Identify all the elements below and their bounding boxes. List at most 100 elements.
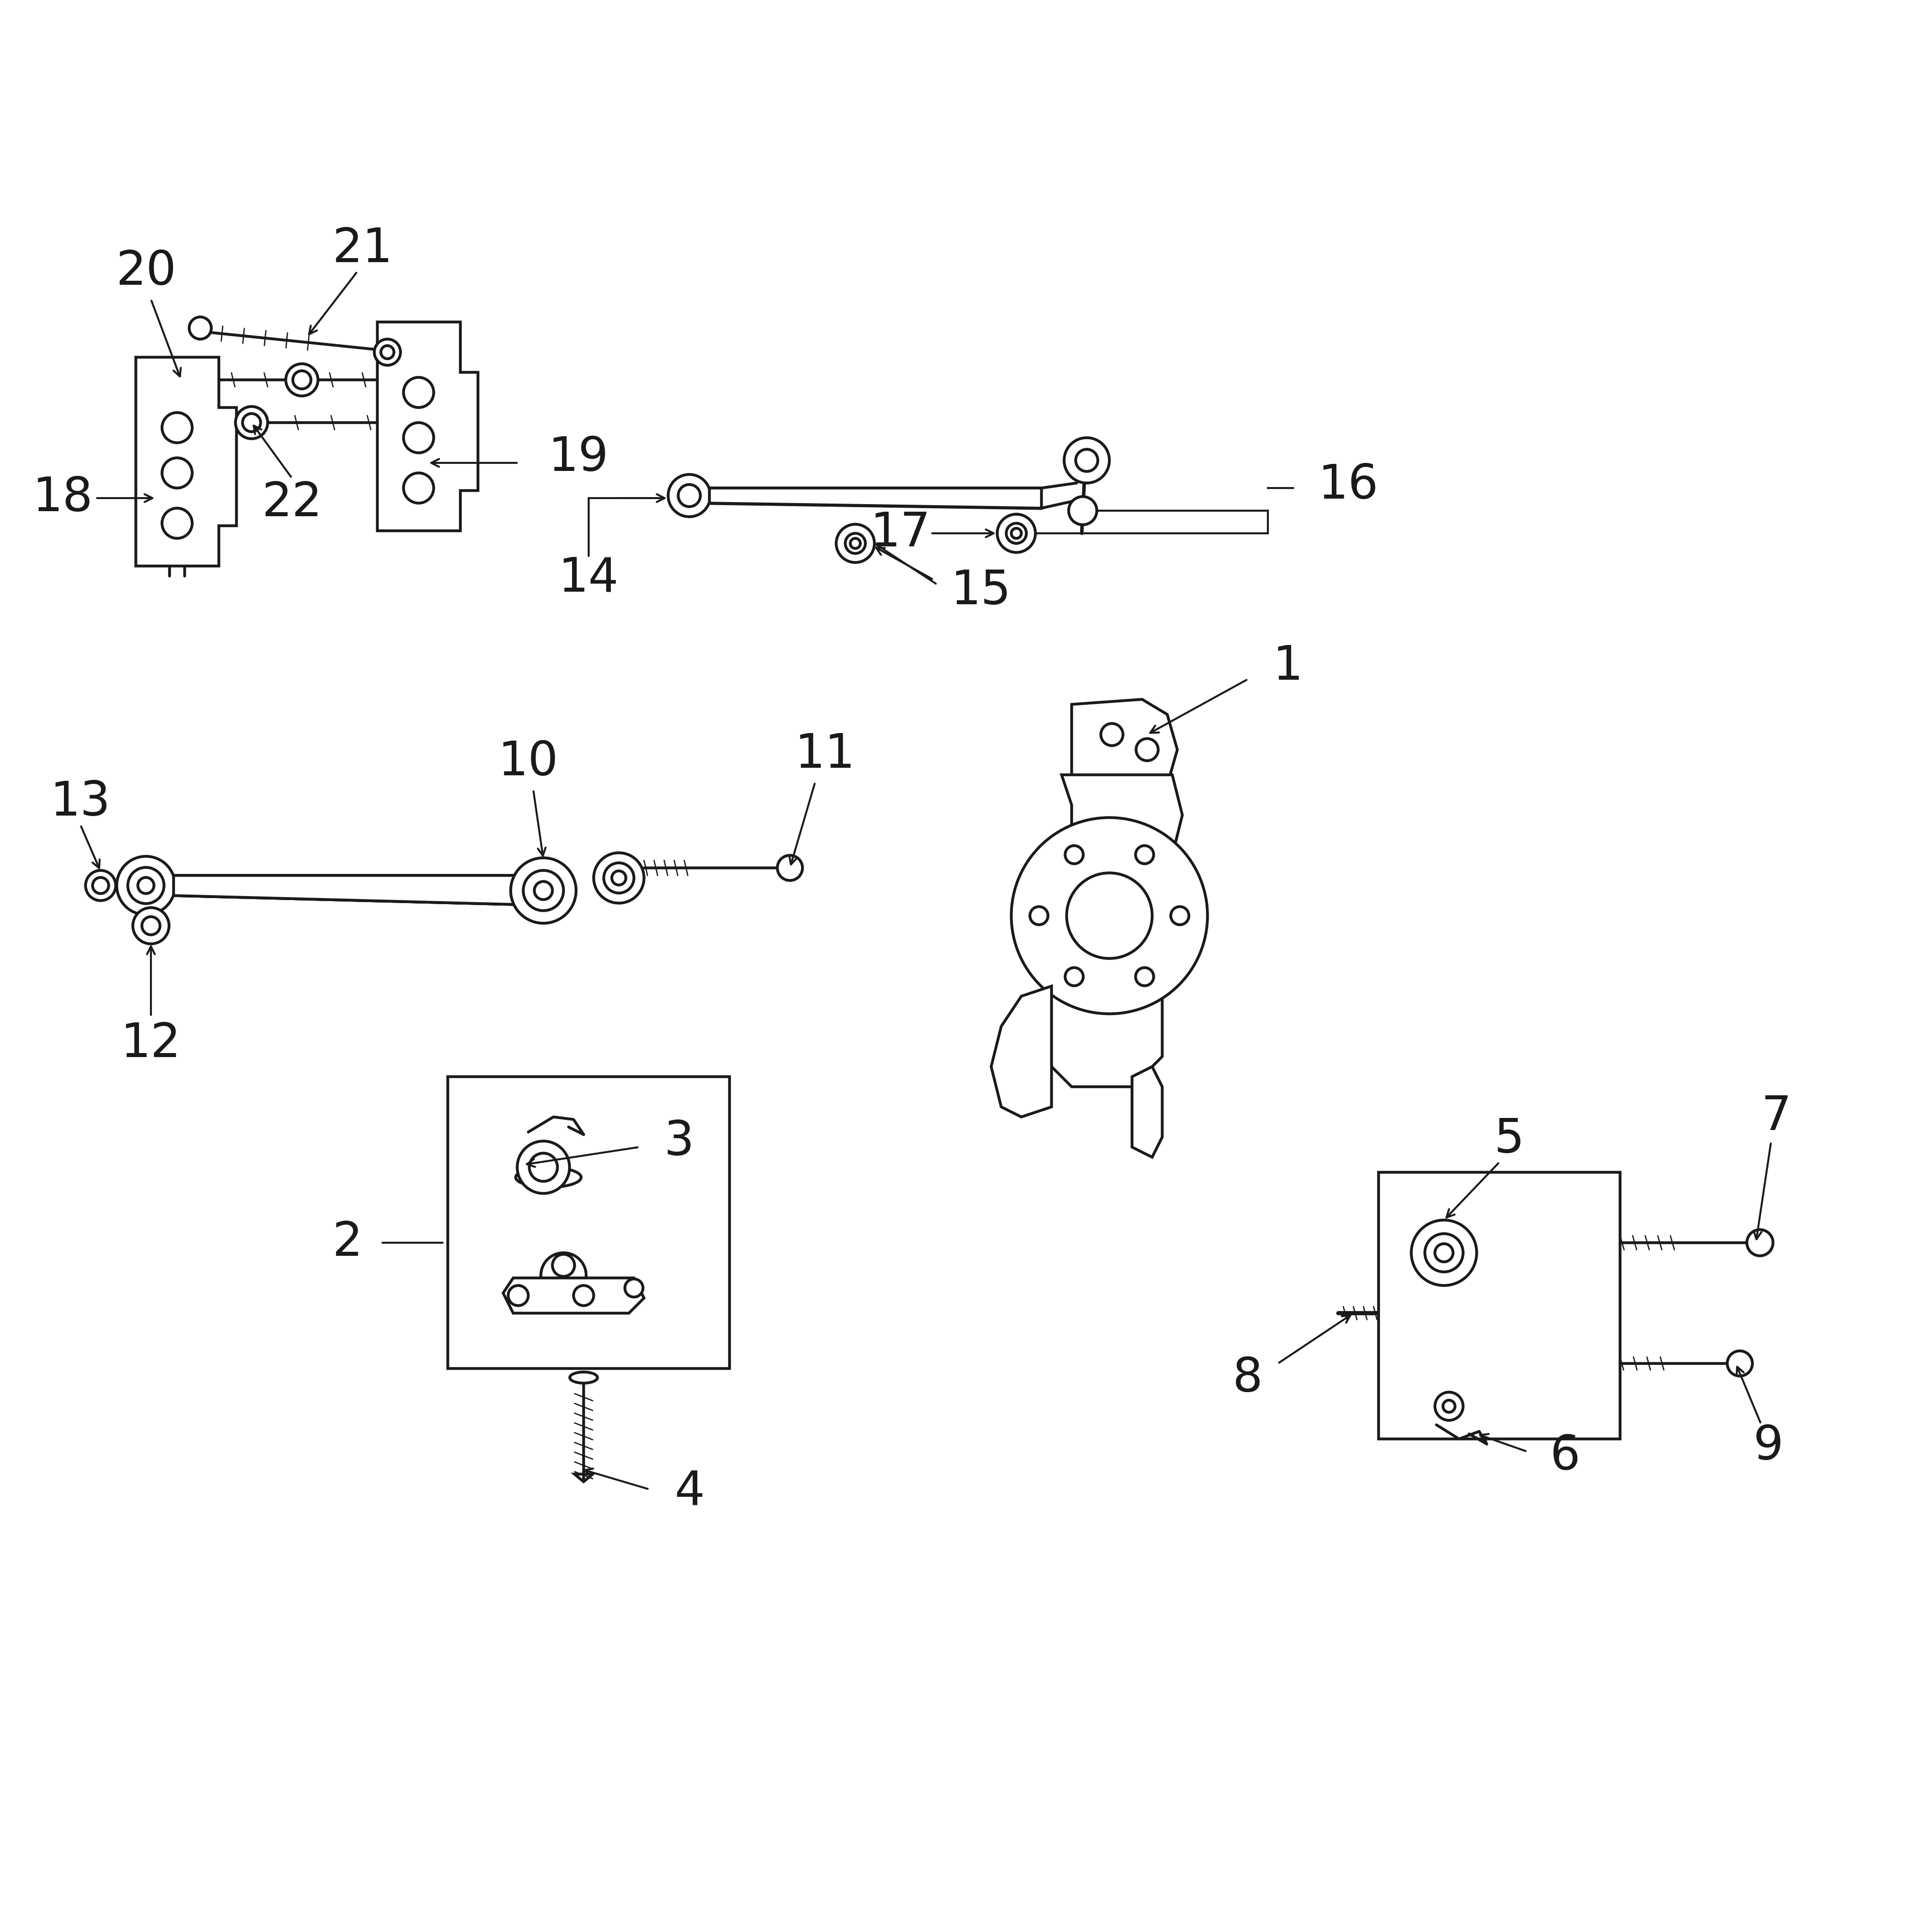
Text: 20: 20 (116, 249, 176, 296)
Circle shape (1030, 906, 1047, 925)
Circle shape (1065, 968, 1084, 985)
Circle shape (116, 856, 176, 914)
Circle shape (553, 1254, 574, 1277)
Text: 22: 22 (261, 479, 323, 526)
Circle shape (133, 908, 170, 945)
Polygon shape (1072, 699, 1177, 794)
Circle shape (1747, 1229, 1774, 1256)
Text: 11: 11 (794, 732, 856, 779)
Circle shape (1076, 450, 1097, 471)
Circle shape (603, 864, 634, 893)
Text: 14: 14 (558, 556, 618, 601)
Circle shape (286, 363, 319, 396)
Polygon shape (574, 1474, 593, 1482)
Circle shape (1443, 1401, 1455, 1412)
Circle shape (375, 340, 400, 365)
Circle shape (1171, 906, 1188, 925)
Circle shape (624, 1279, 643, 1296)
Text: 4: 4 (674, 1468, 705, 1515)
Circle shape (294, 371, 311, 388)
Circle shape (1010, 817, 1208, 1014)
Circle shape (1435, 1393, 1463, 1420)
Polygon shape (991, 985, 1051, 1117)
Circle shape (535, 881, 553, 900)
Circle shape (1010, 527, 1022, 539)
Circle shape (850, 539, 860, 549)
Circle shape (1410, 1221, 1476, 1285)
Polygon shape (709, 489, 1041, 508)
Circle shape (1136, 968, 1153, 985)
Polygon shape (1132, 1066, 1163, 1157)
Text: 15: 15 (951, 568, 1012, 614)
Circle shape (1136, 846, 1153, 864)
Circle shape (1727, 1350, 1752, 1376)
Circle shape (404, 377, 433, 408)
Circle shape (162, 458, 191, 489)
Circle shape (518, 1142, 570, 1194)
Circle shape (137, 877, 155, 893)
Ellipse shape (1072, 933, 1086, 958)
Circle shape (612, 871, 626, 885)
Text: 10: 10 (498, 740, 558, 786)
Text: 16: 16 (1318, 462, 1379, 508)
Bar (1379, 1173, 1621, 1439)
Circle shape (593, 852, 643, 902)
Circle shape (997, 514, 1036, 553)
Text: 1: 1 (1273, 643, 1304, 690)
Polygon shape (502, 1277, 643, 1314)
Circle shape (162, 413, 191, 442)
Circle shape (574, 1285, 593, 1306)
Text: 7: 7 (1760, 1094, 1791, 1140)
Text: 3: 3 (665, 1119, 694, 1165)
Circle shape (404, 423, 433, 452)
Polygon shape (174, 875, 558, 906)
Circle shape (510, 858, 576, 923)
Bar (448, 1076, 730, 1368)
Circle shape (141, 916, 160, 935)
Text: 2: 2 (332, 1219, 363, 1265)
Circle shape (1101, 723, 1122, 746)
Text: 18: 18 (33, 475, 93, 522)
Circle shape (678, 485, 699, 506)
Circle shape (846, 533, 866, 553)
Polygon shape (377, 323, 477, 531)
Polygon shape (1041, 775, 1182, 1086)
Circle shape (1065, 439, 1109, 483)
Circle shape (529, 1153, 558, 1180)
Text: 13: 13 (50, 779, 110, 825)
Circle shape (236, 406, 269, 439)
Ellipse shape (570, 1372, 597, 1383)
Text: 6: 6 (1549, 1434, 1580, 1480)
Circle shape (85, 871, 116, 900)
Circle shape (404, 473, 433, 502)
Circle shape (524, 871, 564, 910)
Circle shape (1435, 1244, 1453, 1262)
Ellipse shape (516, 1167, 582, 1188)
Ellipse shape (1076, 850, 1094, 881)
Text: 12: 12 (120, 1020, 182, 1066)
Circle shape (541, 1252, 585, 1298)
Text: 21: 21 (332, 226, 392, 272)
Text: 9: 9 (1754, 1424, 1783, 1470)
Circle shape (1068, 497, 1097, 526)
Circle shape (837, 524, 875, 562)
Circle shape (189, 317, 211, 340)
Circle shape (1136, 738, 1157, 761)
Circle shape (668, 475, 711, 516)
Circle shape (777, 856, 802, 881)
Circle shape (1065, 846, 1084, 864)
Circle shape (1426, 1235, 1463, 1271)
Text: 5: 5 (1493, 1117, 1524, 1163)
Circle shape (243, 413, 261, 431)
Circle shape (1066, 873, 1151, 958)
Polygon shape (135, 357, 236, 566)
Circle shape (128, 867, 164, 904)
Text: 19: 19 (549, 435, 609, 481)
Circle shape (93, 877, 108, 893)
Text: 17: 17 (869, 510, 931, 556)
Circle shape (508, 1285, 527, 1306)
Circle shape (381, 346, 394, 359)
Text: 8: 8 (1233, 1356, 1264, 1403)
Circle shape (162, 508, 191, 539)
Circle shape (1007, 524, 1026, 543)
